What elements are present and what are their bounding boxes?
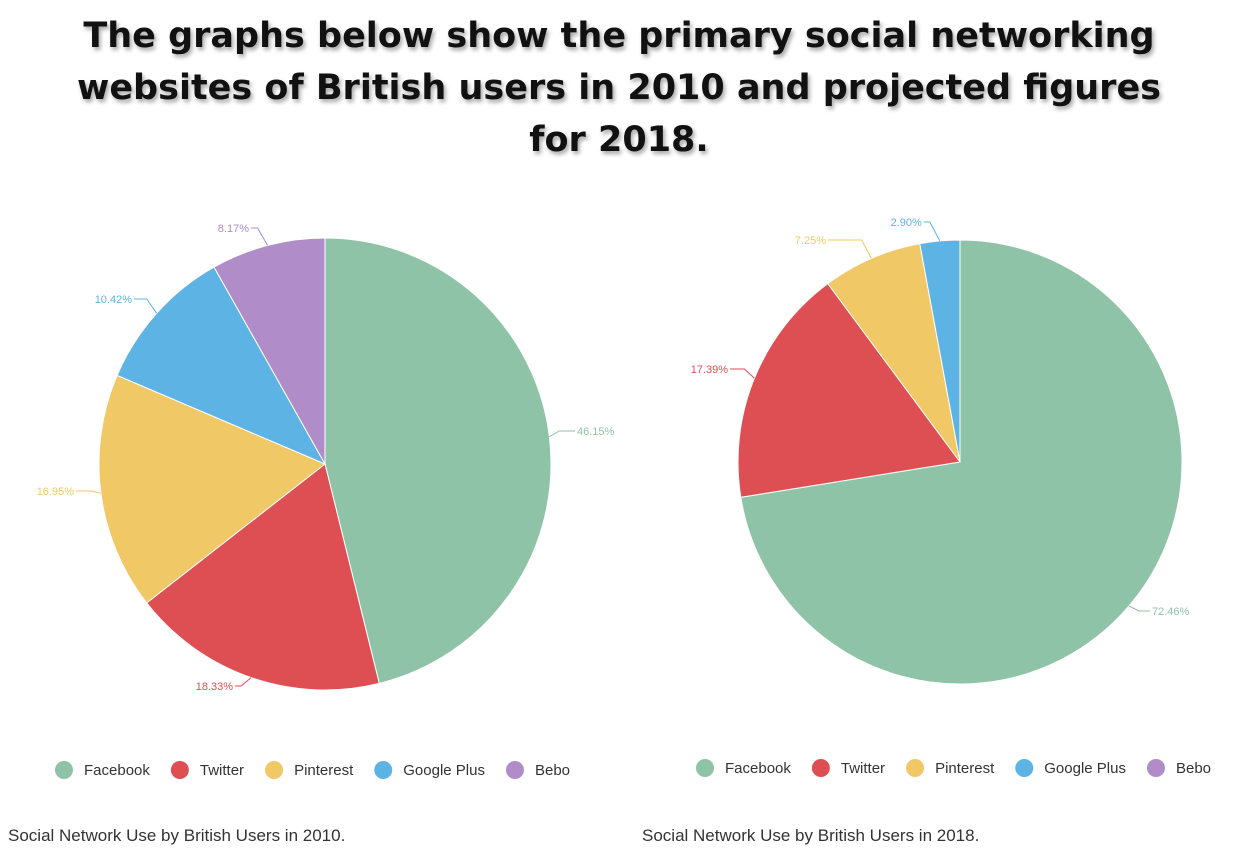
data-label-google-plus-2010: 10.42% xyxy=(95,294,133,306)
legend-label-pinterest-2018: Pinterest xyxy=(935,760,995,777)
legend-marker-google-plus-2018 xyxy=(1015,759,1034,777)
leader-line-google-plus-2018 xyxy=(923,221,941,242)
data-label-facebook-2018: 72.46% xyxy=(1152,606,1190,618)
data-label-bebo-2010: 8.17% xyxy=(218,223,249,235)
legend-label-twitter-2018: Twitter xyxy=(841,760,885,777)
legend-marker-bebo-2010 xyxy=(505,761,524,779)
legend-label-facebook-2010: Facebook xyxy=(84,762,150,779)
legend-marker-pinterest-2010 xyxy=(265,761,284,779)
legend-marker-facebook-2018 xyxy=(696,759,714,777)
legend-marker-facebook-2010 xyxy=(55,761,73,779)
leader-line-google-plus-2010 xyxy=(134,298,158,314)
leader-line-twitter-2010 xyxy=(235,677,252,687)
data-label-pinterest-2010: 16.95% xyxy=(37,486,75,498)
leader-line-bebo-2010 xyxy=(251,227,269,246)
chart-caption-2018: Social Network Use by British Users in 2… xyxy=(642,826,980,845)
leader-line-pinterest-2018 xyxy=(828,239,872,259)
leader-line-facebook-2018 xyxy=(1128,605,1150,612)
leader-line-twitter-2018 xyxy=(730,368,755,379)
legend-label-facebook-2018: Facebook xyxy=(725,760,791,777)
leader-line-facebook-2010 xyxy=(549,430,575,438)
data-label-twitter-2010: 18.33% xyxy=(196,681,234,693)
legend-label-google-plus-2010: Google Plus xyxy=(403,762,485,779)
data-label-pinterest-2018: 7.25% xyxy=(795,235,826,247)
legend-label-bebo-2010: Bebo xyxy=(535,762,570,779)
legend-label-twitter-2010: Twitter xyxy=(200,762,244,779)
legend-marker-twitter-2018 xyxy=(811,759,830,777)
data-label-facebook-2010: 46.15% xyxy=(577,426,615,438)
pie-slice-google-plus-2018 xyxy=(919,239,961,463)
pie-slice-google-plus-2010 xyxy=(116,266,327,466)
pie-slice-twitter-2010 xyxy=(146,463,380,691)
legend-label-bebo-2018: Bebo xyxy=(1176,760,1211,777)
legend-marker-pinterest-2018 xyxy=(906,759,925,777)
pie-slice-facebook-2010 xyxy=(324,237,552,684)
page-heading: The graphs below show the primary social… xyxy=(76,16,1162,160)
legend-label-google-plus-2018: Google Plus xyxy=(1044,760,1126,777)
legend-marker-bebo-2018 xyxy=(1146,759,1165,777)
pie-slice-bebo-2010 xyxy=(213,237,326,466)
data-label-google-plus-2018: 2.90% xyxy=(891,217,922,229)
legend-marker-twitter-2010 xyxy=(170,761,189,779)
data-label-twitter-2018: 17.39% xyxy=(691,364,729,376)
leader-line-pinterest-2010 xyxy=(76,490,102,494)
legend-marker-google-plus-2010 xyxy=(374,761,393,779)
legend-label-pinterest-2010: Pinterest xyxy=(294,762,354,779)
chart-caption-2010: Social Network Use by British Users in 2… xyxy=(8,826,346,845)
pie-slice-facebook-2018 xyxy=(740,239,1183,685)
pie-slice-pinterest-2018 xyxy=(827,243,961,463)
